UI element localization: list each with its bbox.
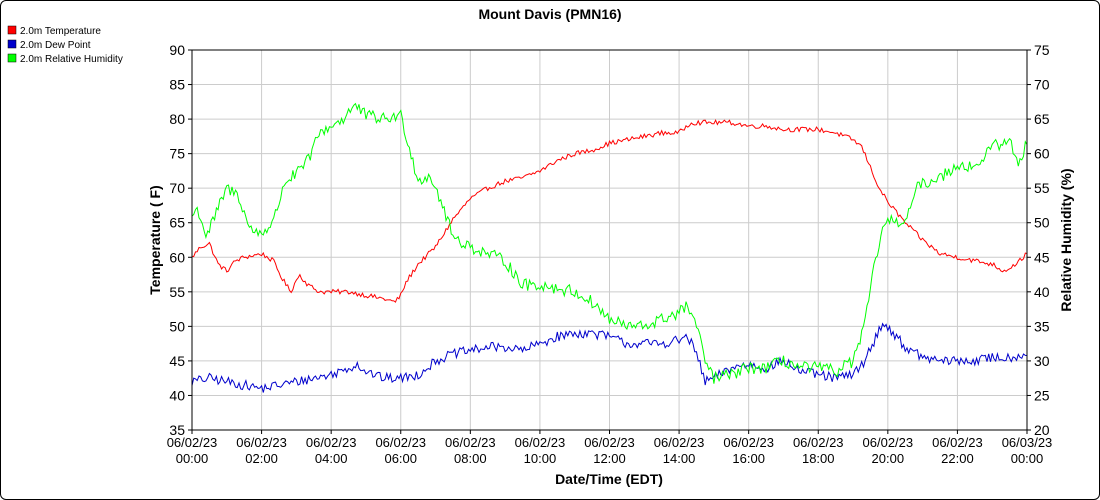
legend-label: 2.0m Temperature — [20, 26, 101, 37]
legend: 2.0m Temperature 2.0m Dew Point 2.0m Relat… — [7, 25, 123, 65]
x-tick-label-time: 14:00 — [663, 451, 696, 466]
left-tick-label: 65 — [169, 215, 185, 231]
left-tick-label: 35 — [169, 422, 185, 438]
x-tick-label-time: 04:00 — [315, 451, 348, 466]
x-tick-label-date: 06/02/23 — [236, 435, 287, 450]
right-tick-label: 55 — [1034, 180, 1050, 196]
legend-swatch — [7, 53, 17, 63]
right-tick-label: 25 — [1034, 387, 1050, 403]
x-axis-label: Date/Time (EDT) — [555, 471, 663, 487]
x-tick-label-time: 12:00 — [593, 451, 626, 466]
right-tick-label: 60 — [1034, 146, 1050, 162]
left-tick-label: 50 — [169, 318, 185, 334]
series-line-1 — [191, 118, 1028, 303]
right-tick-label: 70 — [1034, 77, 1050, 93]
x-tick-label-date: 06/02/23 — [445, 435, 496, 450]
x-axis-ticks: 06/02/2300:0006/02/2302:0006/02/2304:000… — [167, 430, 1053, 466]
x-tick-label-time: 08:00 — [454, 451, 487, 466]
x-tick-label-date: 06/02/23 — [932, 435, 983, 450]
x-tick-label-time: 02:00 — [245, 451, 278, 466]
series-line-2 — [191, 322, 1028, 393]
left-tick-label: 40 — [169, 387, 185, 403]
x-tick-label-time: 06:00 — [384, 451, 417, 466]
x-tick-label-time: 18:00 — [802, 451, 835, 466]
left-tick-label: 85 — [169, 77, 185, 93]
x-tick-label-time: 20:00 — [872, 451, 905, 466]
left-tick-label: 70 — [169, 180, 185, 196]
x-tick-label-date: 06/03/23 — [1002, 435, 1053, 450]
right-tick-label: 40 — [1034, 284, 1050, 300]
x-tick-label-date: 06/02/23 — [863, 435, 914, 450]
x-tick-label-time: 00:00 — [1011, 451, 1044, 466]
right-tick-label: 75 — [1034, 42, 1050, 58]
legend-swatch — [7, 25, 17, 35]
legend-label: 2.0m Dew Point — [20, 40, 91, 51]
x-tick-label-date: 06/02/23 — [793, 435, 844, 450]
x-tick-label-date: 06/02/23 — [306, 435, 357, 450]
y-axis-right-label: Relative Humidity (%) — [1058, 168, 1074, 311]
right-tick-label: 20 — [1034, 422, 1050, 438]
x-tick-label-date: 06/02/23 — [167, 435, 218, 450]
legend-swatch — [7, 39, 17, 49]
left-tick-label: 60 — [169, 249, 185, 265]
left-tick-label: 75 — [169, 146, 185, 162]
x-tick-label-date: 06/02/23 — [515, 435, 566, 450]
x-tick-label-time: 10:00 — [524, 451, 557, 466]
legend-label: 2.0m Relative Humidity — [20, 54, 123, 65]
left-tick-label: 80 — [169, 111, 185, 127]
chart-title: Mount Davis (PMN16) — [478, 6, 621, 22]
y-axis-left-label: Temperature ( F) — [147, 185, 163, 294]
x-tick-label-time: 00:00 — [176, 451, 209, 466]
x-tick-label-time: 16:00 — [732, 451, 765, 466]
x-tick-label-time: 22:00 — [941, 451, 974, 466]
series-layer — [191, 102, 1028, 393]
x-tick-label-date: 06/02/23 — [723, 435, 774, 450]
right-tick-label: 65 — [1034, 111, 1050, 127]
right-tick-label: 35 — [1034, 318, 1050, 334]
left-tick-label: 90 — [169, 42, 185, 58]
right-tick-label: 50 — [1034, 215, 1050, 231]
left-axis-ticks: 35 40 45 50 55 60 65 70 75 80 85 90 — [169, 42, 192, 438]
x-tick-label-date: 06/02/23 — [375, 435, 426, 450]
x-tick-label-date: 06/02/23 — [584, 435, 635, 450]
right-tick-label: 30 — [1034, 353, 1050, 369]
left-tick-label: 45 — [169, 353, 185, 369]
grid-lines — [191, 49, 1028, 431]
right-axis-ticks: 20 25 30 35 40 45 50 55 60 65 70 75 — [1027, 42, 1050, 438]
right-tick-label: 45 — [1034, 249, 1050, 265]
x-tick-label-date: 06/02/23 — [654, 435, 705, 450]
left-tick-label: 55 — [169, 284, 185, 300]
series-line-3 — [191, 102, 1028, 384]
